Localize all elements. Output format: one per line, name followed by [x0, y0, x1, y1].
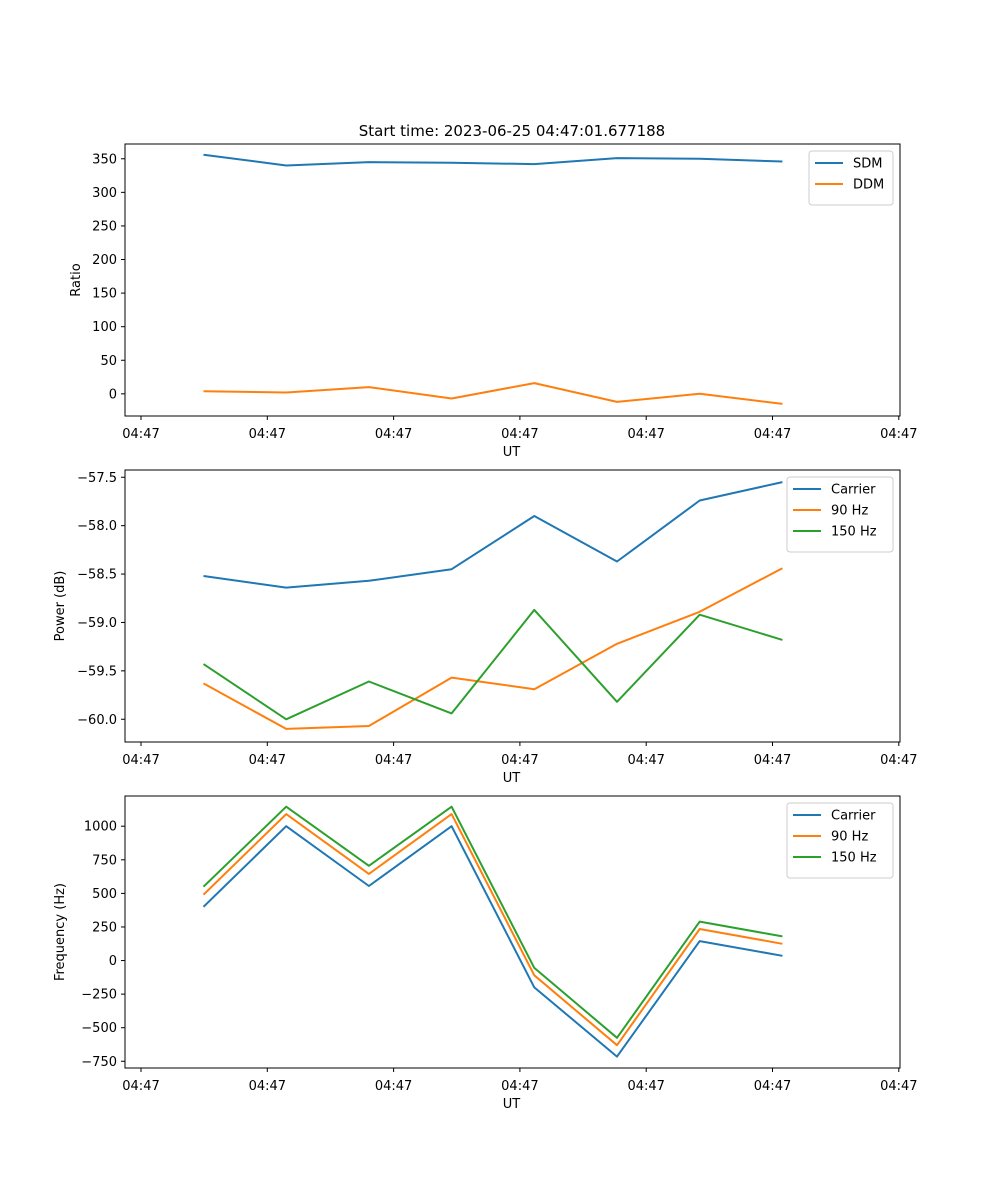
- y-tick-label: −750: [81, 1055, 117, 1070]
- series-line-90-hz: [202, 813, 783, 1047]
- x-axis-label: UT: [503, 1097, 521, 1112]
- y-tick-label: −58.0: [77, 519, 117, 534]
- axes-frame: [124, 143, 901, 417]
- x-tick-label: 04:47: [880, 1079, 917, 1094]
- y-tick-label: −500: [81, 1021, 117, 1036]
- legend-label: 90 Hz: [831, 830, 868, 845]
- y-tick-label: −59.5: [77, 664, 117, 679]
- x-tick-label: 04:47: [880, 753, 917, 768]
- y-axis-label: Power (dB): [53, 571, 68, 642]
- axes-frame: [124, 795, 901, 1069]
- x-tick-label: 04:47: [249, 753, 286, 768]
- y-tick-label: 750: [92, 853, 117, 868]
- x-axis-label: UT: [503, 771, 521, 786]
- y-tick-label: 250: [92, 920, 117, 935]
- legend-label: Carrier: [831, 483, 876, 498]
- x-tick-label: 04:47: [754, 427, 791, 442]
- legend-frame: [808, 150, 894, 206]
- x-tick-label: 04:47: [627, 753, 664, 768]
- y-tick-label: −60.0: [77, 713, 117, 728]
- x-tick-label: 04:47: [627, 427, 664, 442]
- y-tick-label: −57.5: [77, 471, 117, 486]
- y-tick-label: 1000: [84, 820, 117, 835]
- x-tick-label: 04:47: [627, 1079, 664, 1094]
- y-tick-label: 200: [92, 253, 117, 268]
- series-line-150-hz: [202, 805, 783, 1039]
- figure-title: Start time: 2023-06-25 04:47:01.677188: [359, 122, 665, 140]
- subplot-3: −750 −500 −250 0 250 500 750 1000 04:47 04:47 04:4…: [53, 795, 918, 1112]
- x-axis-label: UT: [503, 445, 521, 460]
- axes-frame: [124, 469, 901, 743]
- x-tick-label: 04:47: [122, 753, 159, 768]
- legend-label: 90 Hz: [831, 504, 868, 519]
- y-axis-label: Frequency (Hz): [53, 883, 68, 981]
- legend-label: 150 Hz: [831, 851, 877, 866]
- legend-label: 150 Hz: [831, 525, 877, 540]
- y-tick-label: −59.0: [77, 616, 117, 631]
- legend: Carrier 90 Hz 150 Hz: [786, 476, 894, 553]
- x-tick-label: 04:47: [501, 427, 538, 442]
- y-tick-label: 50: [100, 354, 117, 369]
- x-tick-label: 04:47: [375, 753, 412, 768]
- subplots: 0 50 100 150 200 250 300 350 04:47 04:47 04:47 04:4…: [53, 143, 918, 1112]
- legend: SDM DDM: [808, 150, 894, 206]
- legend-label: DDM: [853, 178, 884, 193]
- y-tick-label: 0: [109, 954, 117, 969]
- y-tick-label: 0: [109, 387, 117, 402]
- x-tick-label: 04:47: [122, 427, 159, 442]
- series-line-90-hz: [203, 567, 783, 730]
- subplot-2: −60.0 −59.5 −59.0 −58.5 −58.0 −57.5 04:47 04:47…: [53, 469, 918, 786]
- series-line-sdm: [203, 153, 783, 167]
- y-tick-label: 500: [92, 887, 117, 902]
- y-tick-label: 350: [92, 152, 117, 167]
- x-tick-label: 04:47: [501, 1079, 538, 1094]
- x-tick-label: 04:47: [754, 1079, 791, 1094]
- y-tick-label: 250: [92, 219, 117, 234]
- x-tick-label: 04:47: [249, 1079, 286, 1094]
- x-tick-label: 04:47: [880, 427, 917, 442]
- x-tick-label: 04:47: [375, 427, 412, 442]
- x-tick-label: 04:47: [122, 1079, 159, 1094]
- x-tick-label: 04:47: [249, 427, 286, 442]
- y-tick-label: 150: [92, 287, 117, 302]
- legend-frame: [786, 476, 894, 553]
- legend: Carrier 90 Hz 150 Hz: [786, 802, 894, 879]
- series-line-carrier: [202, 825, 783, 1058]
- legend-label: Carrier: [831, 809, 876, 824]
- subplot-1: 0 50 100 150 200 250 300 350 04:47 04:47 04:47 04:4…: [69, 143, 918, 460]
- y-tick-label: −250: [81, 988, 117, 1003]
- legend-frame: [786, 802, 894, 879]
- legend-label: SDM: [853, 157, 882, 172]
- series-line-150-hz: [202, 608, 783, 721]
- y-tick-label: 100: [92, 320, 117, 335]
- series-line-ddm: [203, 382, 783, 405]
- y-tick-label: −58.5: [77, 568, 117, 583]
- x-tick-label: 04:47: [375, 1079, 412, 1094]
- y-axis-label: Ratio: [69, 263, 84, 296]
- x-tick-label: 04:47: [501, 753, 538, 768]
- x-tick-label: 04:47: [754, 753, 791, 768]
- y-tick-label: 300: [92, 186, 117, 201]
- series-line-carrier: [203, 481, 783, 589]
